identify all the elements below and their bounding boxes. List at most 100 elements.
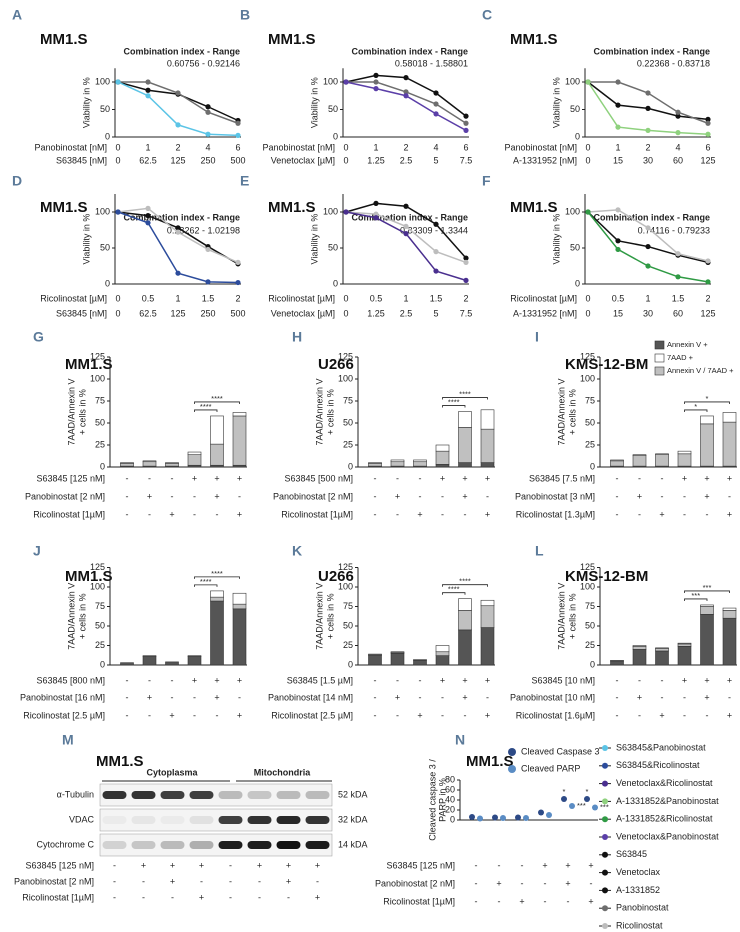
condition-value: +	[588, 860, 593, 870]
condition-label: S63845 [10 nM]	[531, 675, 595, 685]
condition-label: S63845 [800 nM]	[36, 675, 105, 685]
bar-segment	[458, 598, 472, 611]
panel-letter: M	[62, 732, 74, 748]
y-tick-label: 50	[343, 417, 353, 427]
condition-value: +	[237, 509, 242, 519]
condition-value: +	[485, 473, 490, 483]
condition-value: -	[638, 473, 641, 483]
series-line	[345, 81, 467, 132]
bar-segment	[187, 655, 202, 657]
point	[492, 814, 498, 821]
legend-label: S63845&Ricolinostat	[616, 760, 700, 770]
legend-label: Panobinostat	[616, 903, 669, 913]
bar-segment	[677, 645, 692, 666]
point	[175, 229, 181, 235]
x-tick-label: 1	[373, 142, 378, 152]
blot-band	[189, 841, 214, 849]
point	[463, 127, 469, 133]
blot-band	[305, 791, 330, 799]
y-tick-label: 100	[323, 76, 338, 86]
condition-label: Panobinostat [2 nM]	[25, 491, 105, 501]
x-row-label: A-1331952 [nM]	[513, 155, 577, 165]
x-tick-label: 0	[115, 142, 120, 152]
condition-value: -	[374, 710, 377, 720]
x-row-label: Panobinostat [nM]	[34, 142, 107, 152]
condition-value: -	[419, 675, 422, 685]
condition-value: -	[616, 473, 619, 483]
bar-segment	[142, 460, 157, 463]
x-tick-label: 0	[115, 155, 120, 165]
legend-swatch	[654, 340, 665, 350]
significance-label: ***	[691, 591, 700, 600]
bar-segment	[632, 645, 647, 650]
panel-title: MM1.S	[510, 31, 558, 48]
bar-segment	[187, 454, 202, 466]
condition-value: +	[169, 710, 174, 720]
point	[175, 270, 181, 276]
condition-value: -	[126, 473, 129, 483]
y-axis-label: 7AAD/Annexin V	[314, 378, 324, 445]
blot-band	[218, 791, 243, 799]
condition-value: -	[396, 675, 399, 685]
blot-band	[102, 841, 127, 849]
point	[645, 263, 651, 269]
bar-segment	[677, 453, 692, 467]
x-tick-label: 30	[643, 155, 653, 165]
condition-value: +	[417, 710, 422, 720]
significance-bracket	[194, 576, 240, 579]
bar-segment	[632, 455, 647, 467]
legend-label: A-1331852&Panobinostat	[616, 796, 719, 806]
significance-bracket	[684, 598, 708, 601]
condition-value: +	[637, 491, 642, 501]
condition-value: -	[683, 491, 686, 501]
legend-label: Cleaved PARP	[521, 763, 580, 773]
legend-marker	[508, 765, 516, 773]
blot-band	[276, 841, 301, 849]
y-axis-label: Viability in %	[309, 214, 319, 265]
condition-value: -	[374, 675, 377, 685]
condition-value: -	[683, 509, 686, 519]
condition-value: -	[142, 892, 145, 902]
bar-segment	[480, 462, 495, 468]
point	[705, 131, 711, 137]
condition-value: -	[638, 675, 641, 685]
bar-segment	[165, 463, 179, 467]
blot-band	[160, 791, 185, 799]
condition-label: Ricolinostat [2.5 µM]	[271, 710, 353, 720]
y-tick-label: 100	[338, 581, 353, 591]
condition-value: +	[704, 675, 709, 685]
y-axis-label: 7AAD/Annexin V	[66, 583, 76, 650]
condition-value: -	[567, 896, 570, 906]
condition-value: +	[286, 876, 291, 886]
condition-value: +	[170, 876, 175, 886]
significance-bracket	[442, 592, 466, 595]
point	[615, 124, 621, 130]
legend-marker	[602, 851, 608, 858]
panel-letter: E	[240, 173, 249, 189]
condition-value: -	[441, 509, 444, 519]
condition-value: +	[519, 896, 524, 906]
y-axis-label: + cells in %	[567, 593, 577, 639]
blot-band	[189, 816, 214, 824]
x-tick-label: 500	[230, 155, 245, 165]
y-tick-label: 100	[565, 76, 580, 86]
x-tick-label: 125	[700, 308, 715, 318]
bar-segment	[210, 415, 224, 445]
x-tick-label: 4	[205, 142, 210, 152]
point	[145, 213, 151, 219]
bar-segment	[210, 590, 224, 598]
significance-bracket	[442, 405, 466, 408]
x-tick-label: 0	[585, 155, 590, 165]
point	[433, 249, 439, 255]
condition-value: -	[193, 710, 196, 720]
condition-value: -	[229, 860, 232, 870]
condition-value: -	[193, 491, 196, 501]
condition-value: -	[287, 892, 290, 902]
point	[205, 104, 211, 110]
bar-segment	[480, 428, 495, 463]
condition-label: Panobinostat [10 nM]	[510, 692, 595, 702]
condition-value: -	[216, 509, 219, 519]
condition-value: +	[395, 491, 400, 501]
condition-value: +	[141, 860, 146, 870]
point	[115, 79, 121, 85]
